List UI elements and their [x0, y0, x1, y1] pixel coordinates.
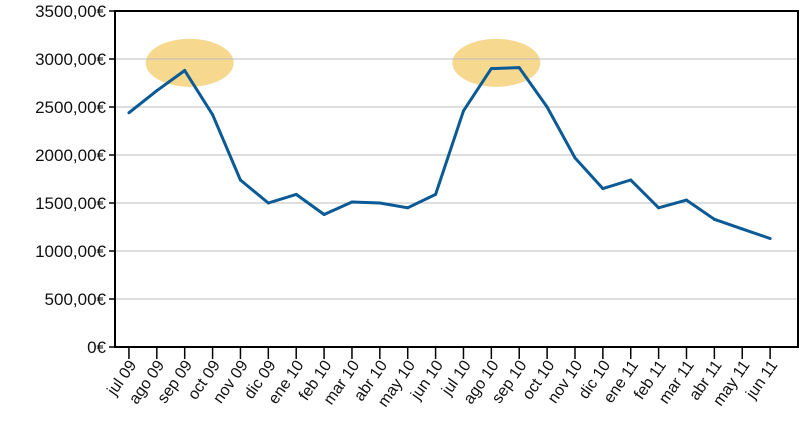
y-tick-label: 500,00€ [45, 290, 107, 309]
data-point [238, 178, 242, 182]
y-tick-label: 0€ [87, 338, 106, 357]
y-tick-label: 3500,00€ [35, 2, 106, 21]
data-point [573, 156, 577, 160]
data-point [712, 217, 716, 221]
series-layer [127, 66, 772, 241]
data-point [657, 206, 661, 210]
data-point [322, 213, 326, 217]
y-tick-label: 3000,00€ [35, 50, 106, 69]
data-point [629, 178, 633, 182]
grid-lines [115, 58, 798, 300]
data-point [378, 201, 382, 205]
data-point [601, 187, 605, 191]
data-point [127, 111, 131, 115]
highlight-ellipse-1 [452, 38, 541, 87]
data-point [740, 227, 744, 231]
highlight-ellipse-0 [145, 38, 234, 87]
data-point [545, 105, 549, 109]
data-point [684, 198, 688, 202]
y-tick-label: 2000,00€ [35, 146, 106, 165]
y-tick-label: 1500,00€ [35, 194, 106, 213]
series-line-0 [127, 66, 771, 240]
data-point [517, 66, 521, 70]
y-tick-label: 1000,00€ [35, 242, 106, 261]
data-point [155, 89, 159, 93]
data-point [183, 69, 187, 73]
data-point [768, 237, 772, 241]
data-point [434, 192, 438, 196]
data-point [489, 67, 493, 71]
data-point [350, 200, 354, 204]
data-point [294, 192, 298, 196]
y-axis: 0€ 500,00€ 1000,00€ 1500,00€ 2000,00€ 2500,00… [35, 2, 115, 357]
data-point [406, 206, 410, 210]
data-point [211, 113, 215, 117]
data-point [461, 109, 465, 113]
data-point [266, 201, 270, 205]
y-tick-label: 2500,00€ [35, 98, 106, 117]
plot-border [114, 10, 799, 348]
highlight-ellipses [145, 38, 541, 87]
plot-frame [114, 10, 799, 348]
